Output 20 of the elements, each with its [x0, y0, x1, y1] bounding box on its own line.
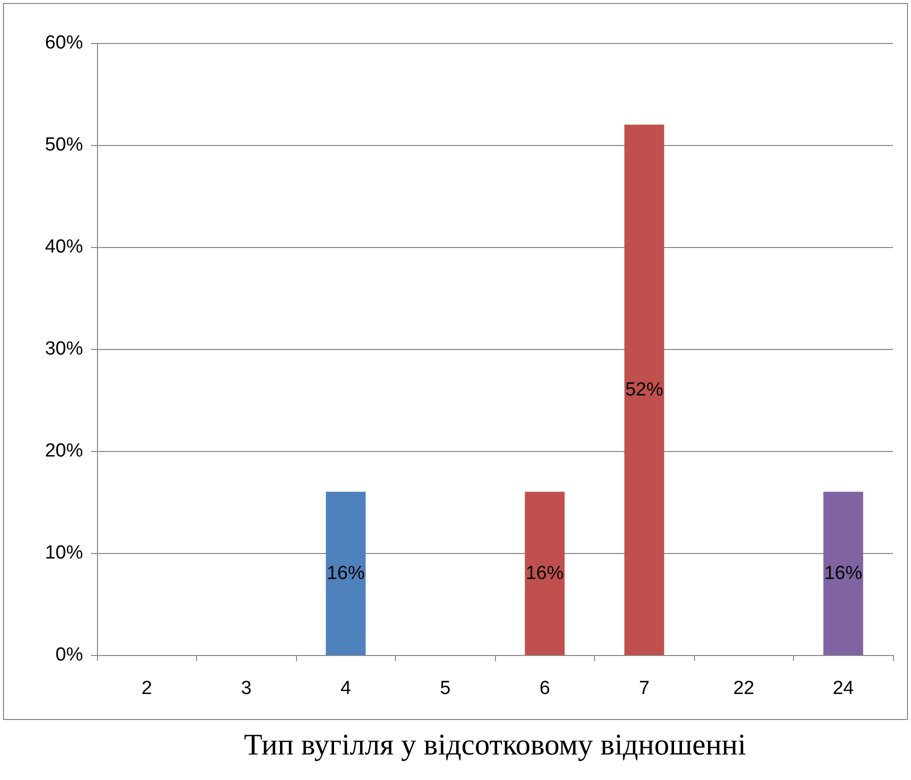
y-tick-label: 40%	[44, 236, 84, 258]
x-tick-label: 4	[340, 678, 352, 699]
x-tick-label: 2	[141, 678, 152, 699]
x-axis-title: Тип вугілля у відсотковому відношенні	[244, 728, 746, 762]
x-tick-label: 22	[733, 678, 754, 699]
data-label: 52%	[625, 379, 664, 400]
y-tick-label: 30%	[44, 338, 84, 360]
data-label: 16%	[326, 562, 365, 584]
x-tick-label: 3	[240, 678, 252, 699]
x-tick-label: 24	[832, 678, 854, 699]
y-tick-label: 60%	[44, 32, 84, 54]
x-tick-label: 6	[539, 678, 550, 699]
y-tick-label: 10%	[44, 542, 84, 564]
x-tick-label: 7	[638, 678, 650, 699]
data-label: 16%	[824, 562, 862, 584]
y-tick-label: 0%	[56, 644, 84, 666]
data-label: 16%	[526, 562, 564, 584]
x-tick-label: 5	[440, 678, 451, 699]
y-tick-label: 20%	[44, 440, 84, 462]
y-tick-label: 50%	[44, 134, 84, 156]
